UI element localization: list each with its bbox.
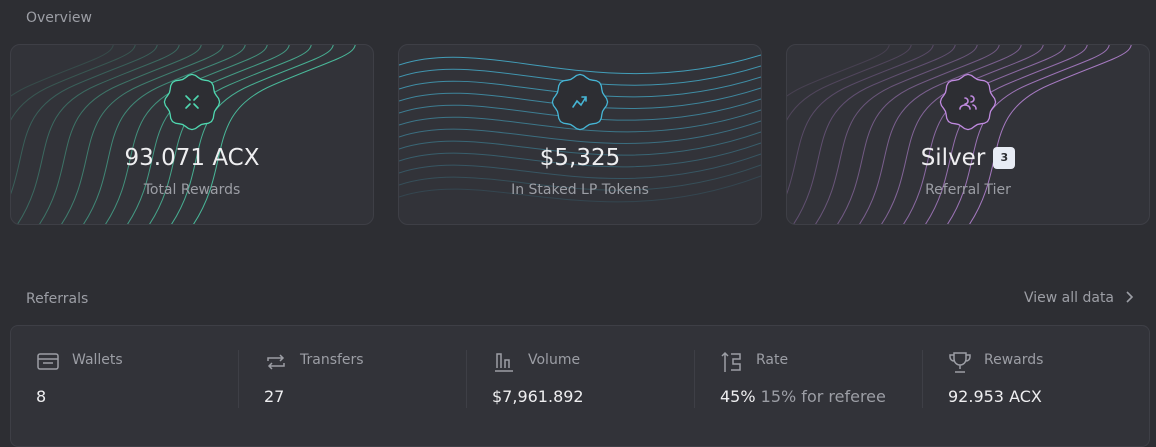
- divider: [694, 350, 695, 408]
- card-icon: [163, 73, 221, 131]
- wave-line: [11, 45, 158, 195]
- card-icon: [939, 73, 997, 131]
- icon-badge: [551, 73, 609, 131]
- rate-note: 15% for referee: [760, 387, 886, 406]
- wave-line: [859, 45, 1022, 224]
- page: Overview 93.071 ACX Total Rewards $5,325…: [10, 10, 1150, 447]
- divider: [922, 350, 923, 408]
- wave-line: [399, 98, 761, 121]
- wave-line: [171, 45, 334, 224]
- wave-line: [815, 45, 978, 224]
- rate-icon: [721, 351, 741, 372]
- stat-label: Volume: [528, 352, 581, 368]
- wave-line: [11, 45, 136, 121]
- view-all-link[interactable]: View all data: [1024, 290, 1136, 306]
- wave-pattern: [787, 45, 1132, 224]
- link-text: View all data: [1024, 290, 1115, 306]
- wave-pattern: [11, 45, 356, 224]
- wave-line: [399, 109, 761, 133]
- wave-line: [83, 45, 246, 224]
- card-value: $5,325: [539, 145, 621, 171]
- stat-value: 27: [264, 387, 285, 406]
- wallet-icon: [37, 353, 59, 370]
- card-value: 93.071 ACX: [124, 145, 260, 171]
- wave-line: [969, 45, 1132, 224]
- card: $5,325 In Staked LP Tokens: [398, 44, 762, 225]
- wave-line: [39, 45, 202, 224]
- stat-value: 8: [36, 387, 47, 406]
- card-value: Silver 3: [787, 145, 1149, 171]
- stat-value: 45% 15% for referee: [720, 387, 886, 406]
- icon-badge: [163, 73, 221, 131]
- card-label: In Staked LP Tokens: [511, 182, 649, 198]
- tier-badge: 3: [993, 147, 1016, 169]
- wave-line: [399, 142, 761, 168]
- card-icon: [551, 73, 609, 131]
- icon-glyph: [185, 95, 199, 109]
- wave-line: [61, 45, 224, 224]
- stat-value: $7,961.892: [492, 387, 584, 406]
- wave-line: [399, 54, 761, 75]
- section-title: Overview: [26, 10, 92, 26]
- wave-line: [787, 45, 890, 97]
- wave-line: [399, 164, 761, 191]
- wave-line: [399, 120, 761, 144]
- referral-panel: Wallets 8 Transfers 27 Volume $7,961.892…: [10, 325, 1150, 447]
- stat-label: Rate: [756, 352, 789, 368]
- wave-line: [399, 153, 761, 179]
- wave-line: [787, 45, 912, 121]
- card-label: Total Rewards: [143, 182, 241, 198]
- chevron-icon: [1126, 291, 1134, 303]
- wave-line: [149, 45, 312, 224]
- wave-line: [399, 65, 761, 86]
- divider: [466, 350, 467, 408]
- stat-value: 92.953 ACX: [948, 387, 1042, 406]
- wave-line: [399, 131, 761, 156]
- tier-name: Silver: [920, 145, 986, 171]
- wave-line: [193, 45, 356, 224]
- transfer-icon: [267, 354, 285, 370]
- stat-label: Wallets: [72, 352, 123, 368]
- wave-line: [11, 45, 114, 97]
- card: Silver 3 Referral Tier: [786, 44, 1150, 225]
- section-title: Referrals: [26, 291, 89, 307]
- stat-label: Rewards: [984, 352, 1044, 368]
- wave-line: [399, 175, 761, 203]
- card: 93.071 ACX Total Rewards: [10, 44, 374, 225]
- icon-glyph: [572, 96, 587, 108]
- wave-line: [837, 45, 1000, 224]
- wave-line: [925, 45, 1088, 224]
- wave-line: [793, 45, 956, 224]
- volume-icon: [495, 353, 513, 372]
- rate-value: 45%: [720, 387, 756, 406]
- wave-line: [787, 45, 934, 195]
- icon-glyph: [959, 95, 977, 110]
- card-label: Referral Tier: [925, 182, 1011, 198]
- wave-line: [17, 45, 180, 224]
- wave-pattern: [399, 54, 761, 203]
- divider: [238, 350, 239, 408]
- trophy-icon: [949, 352, 971, 373]
- stat-label: Transfers: [300, 352, 364, 368]
- wave-line: [399, 76, 761, 98]
- wave-line: [947, 45, 1110, 224]
